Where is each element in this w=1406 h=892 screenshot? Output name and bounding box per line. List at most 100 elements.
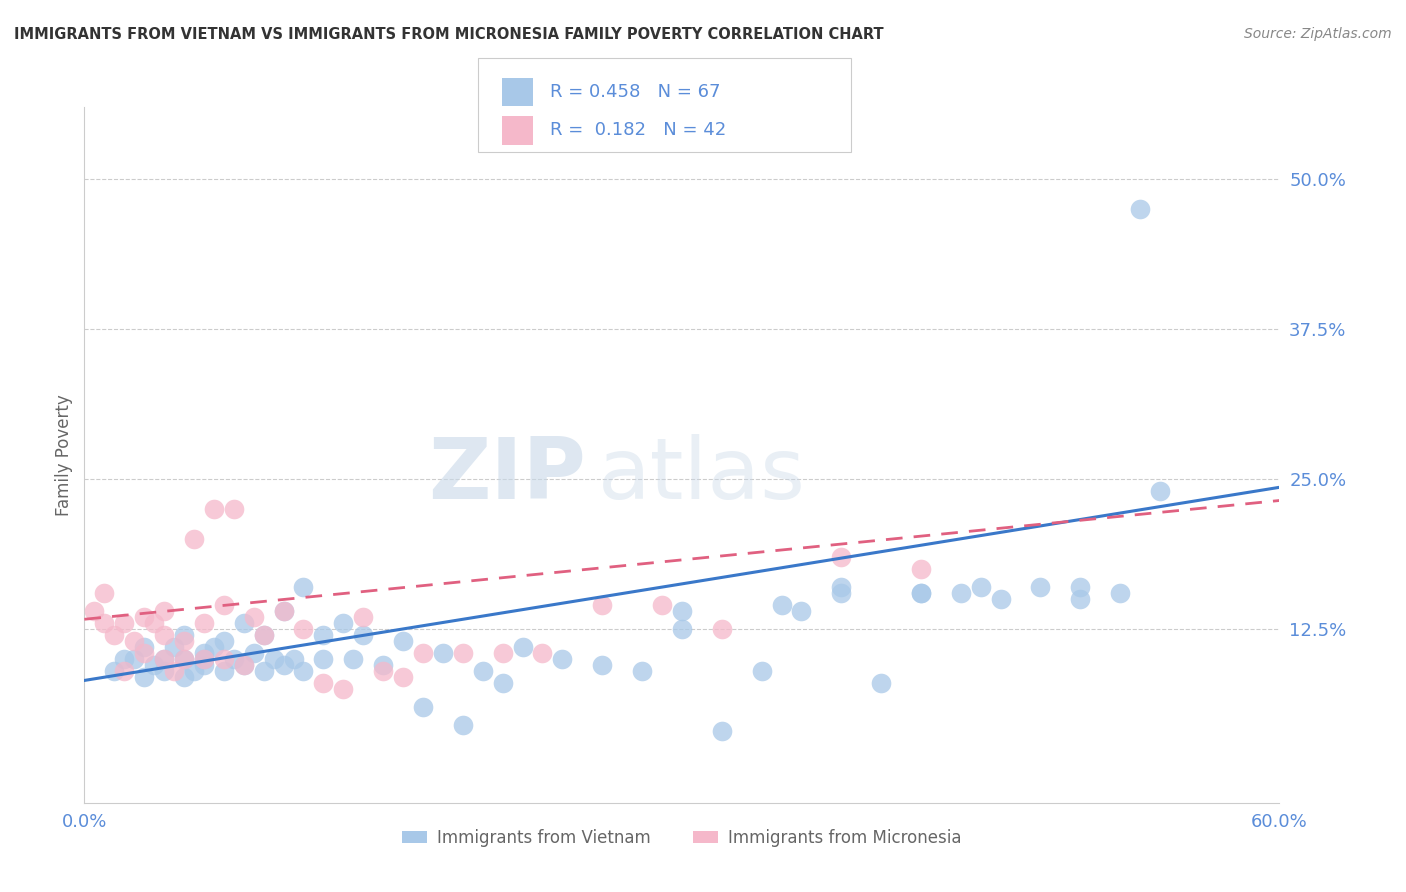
Point (492, 646, 515, 660)
Text: Source: ZipAtlas.com: Source: ZipAtlas.com (1244, 27, 1392, 41)
Point (132, 670, 156, 684)
Point (212, 652, 235, 666)
Point (153, 664, 176, 678)
Point (352, 628, 374, 642)
Point (212, 598, 235, 612)
Point (332, 681, 354, 696)
Point (112, 652, 135, 666)
Point (671, 622, 693, 636)
Point (292, 580, 315, 594)
Point (153, 628, 176, 642)
Point (273, 657, 295, 672)
Point (222, 652, 245, 666)
Point (193, 652, 215, 666)
Point (193, 652, 215, 666)
Point (273, 604, 295, 618)
Point (242, 610, 264, 624)
Point (143, 657, 166, 672)
Point (451, 718, 474, 732)
Point (122, 652, 145, 666)
Point (242, 646, 264, 660)
Point (93, 615, 115, 630)
Point (132, 640, 156, 654)
Point (591, 598, 613, 612)
Point (1109, 586, 1132, 600)
Point (412, 699, 434, 714)
Point (132, 646, 156, 660)
Point (112, 615, 135, 630)
Point (412, 646, 434, 660)
Point (232, 657, 254, 672)
Point (112, 664, 135, 678)
Point (990, 591, 1012, 606)
Point (212, 633, 235, 648)
Point (153, 652, 176, 666)
Point (183, 532, 205, 546)
Point (122, 633, 145, 648)
Point (591, 657, 613, 672)
Point (103, 664, 125, 678)
Point (870, 676, 893, 690)
Point (451, 646, 474, 660)
Point (163, 640, 186, 654)
Point (202, 640, 225, 654)
Text: atlas: atlas (599, 434, 806, 517)
Point (551, 652, 574, 666)
Point (471, 664, 494, 678)
Y-axis label: Family Poverty: Family Poverty (55, 394, 73, 516)
Point (352, 610, 374, 624)
Point (173, 652, 195, 666)
Point (910, 562, 932, 576)
Point (432, 646, 454, 660)
Point (173, 633, 195, 648)
Point (373, 657, 395, 672)
Point (512, 640, 534, 654)
Point (710, 723, 733, 738)
Point (392, 633, 415, 648)
Point (830, 549, 852, 564)
Point (830, 586, 852, 600)
Point (751, 664, 773, 678)
Point (1069, 591, 1091, 606)
Point (173, 652, 195, 666)
Point (492, 676, 515, 690)
Text: ZIP: ZIP (429, 434, 586, 517)
Text: R = 0.458   N = 67: R = 0.458 N = 67 (550, 83, 720, 101)
Point (103, 628, 125, 642)
Point (949, 586, 972, 600)
Point (651, 598, 673, 612)
Point (312, 676, 335, 690)
Point (163, 664, 186, 678)
Point (222, 502, 245, 516)
Point (392, 670, 415, 684)
Point (1149, 483, 1171, 498)
Point (253, 664, 276, 678)
Point (910, 586, 932, 600)
Point (193, 646, 215, 660)
Point (312, 652, 335, 666)
Point (1029, 580, 1052, 594)
Point (273, 604, 295, 618)
Point (373, 664, 395, 678)
Point (312, 628, 335, 642)
Point (830, 580, 852, 594)
Text: R =  0.182   N = 42: R = 0.182 N = 42 (550, 121, 725, 139)
Point (153, 604, 176, 618)
Point (770, 598, 793, 612)
Legend: Immigrants from Vietnam, Immigrants from Micronesia: Immigrants from Vietnam, Immigrants from… (395, 822, 969, 854)
Point (183, 664, 205, 678)
Point (212, 664, 235, 678)
Point (531, 646, 554, 660)
Point (1069, 580, 1091, 594)
Point (790, 604, 813, 618)
Point (232, 615, 254, 630)
Point (253, 628, 276, 642)
Point (671, 604, 693, 618)
Point (193, 615, 215, 630)
Text: IMMIGRANTS FROM VIETNAM VS IMMIGRANTS FROM MICRONESIA FAMILY POVERTY CORRELATION: IMMIGRANTS FROM VIETNAM VS IMMIGRANTS FR… (14, 27, 884, 42)
Point (332, 615, 354, 630)
Point (232, 657, 254, 672)
Point (173, 628, 195, 642)
Point (193, 657, 215, 672)
Point (970, 580, 993, 594)
